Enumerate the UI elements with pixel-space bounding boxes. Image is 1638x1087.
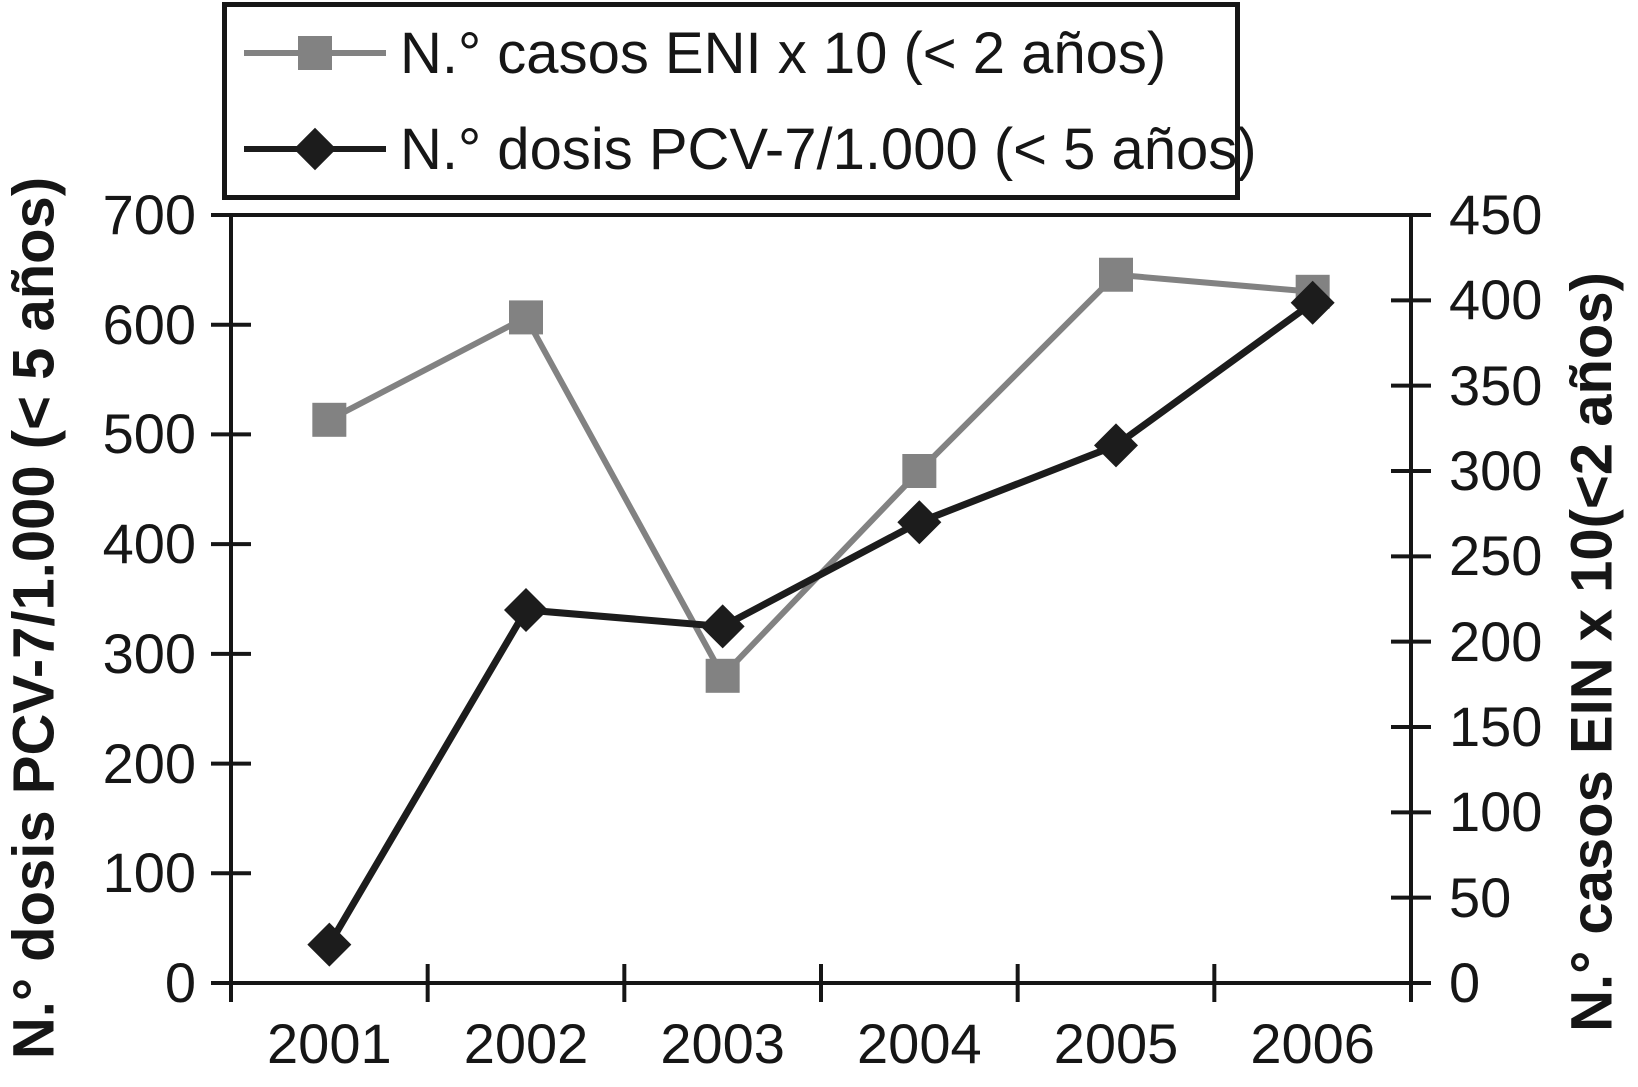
right-axis-tick-label: 250 xyxy=(1449,524,1543,588)
data-point-diamond xyxy=(700,604,745,649)
left-axis-title: N.° dosis PCV-7/1.000 (< 5 años) xyxy=(1,176,67,1060)
data-point-square xyxy=(705,658,740,693)
legend-label-pcv: N.° dosis PCV-7/1.000 (< 5 años) xyxy=(400,116,1257,182)
right-axis-tick-label: 400 xyxy=(1449,268,1543,332)
left-axis-tick-label: 100 xyxy=(102,841,196,905)
left-axis-tick-label: 700 xyxy=(102,183,196,246)
right-axis-tick-label: 150 xyxy=(1449,695,1543,758)
x-axis-tick-label: 2005 xyxy=(1053,1012,1179,1075)
data-point-diamond xyxy=(1094,423,1138,468)
data-point-square xyxy=(312,402,347,437)
legend-swatch-pcv xyxy=(244,126,386,172)
x-axis-tick-label: 2004 xyxy=(857,1012,982,1075)
left-axis-tick-label: 600 xyxy=(102,292,196,356)
data-point-diamond xyxy=(1290,280,1335,325)
legend-item-eni: N.° casos ENI x 10 (< 2 años) xyxy=(244,13,1235,93)
data-point-diamond xyxy=(307,922,352,967)
right-axis-tick-label: 0 xyxy=(1449,951,1481,1014)
legend-swatch-eni xyxy=(244,30,386,76)
left-axis-tick-label: 500 xyxy=(102,402,196,466)
diamond-marker-icon xyxy=(293,127,337,171)
x-axis-tick-label: 2001 xyxy=(267,1012,392,1075)
plot-frame xyxy=(229,213,1413,985)
right-axis-tick-label: 50 xyxy=(1449,865,1512,929)
left-axis-tick-label: 200 xyxy=(102,731,196,795)
series-line-square xyxy=(327,271,1313,681)
square-marker-icon xyxy=(298,36,332,70)
series-line-diamond xyxy=(326,299,1315,947)
left-axis-tick-label: 0 xyxy=(164,951,196,1014)
x-axis-tick-label: 2002 xyxy=(463,1012,589,1075)
right-axis-tick-label: 100 xyxy=(1449,780,1543,844)
data-point-square xyxy=(509,300,543,335)
left-axis-tick-label: 400 xyxy=(102,512,196,576)
right-axis-tick-label: 300 xyxy=(1449,439,1543,502)
right-axis-tick-label: 350 xyxy=(1449,353,1543,417)
data-point-square xyxy=(1099,257,1133,292)
right-axis-tick-label: 200 xyxy=(1449,609,1543,673)
legend-label-eni: N.° casos ENI x 10 (< 2 años) xyxy=(400,20,1167,86)
data-point-diamond xyxy=(504,587,548,632)
legend: N.° casos ENI x 10 (< 2 años) N.° dosis … xyxy=(222,2,1257,200)
right-axis-title: N.° casos EIN x 10(<2 años) xyxy=(1559,272,1625,1032)
data-point-square xyxy=(902,454,937,488)
x-axis-tick-label: 2006 xyxy=(1250,1012,1375,1075)
right-axis-tick-label: 450 xyxy=(1449,183,1543,246)
data-point-diamond xyxy=(897,500,942,545)
left-axis-tick-label: 300 xyxy=(102,621,196,685)
x-axis-tick-label: 2003 xyxy=(660,1012,785,1075)
legend-item-pcv: N.° dosis PCV-7/1.000 (< 5 años) xyxy=(244,109,1257,189)
